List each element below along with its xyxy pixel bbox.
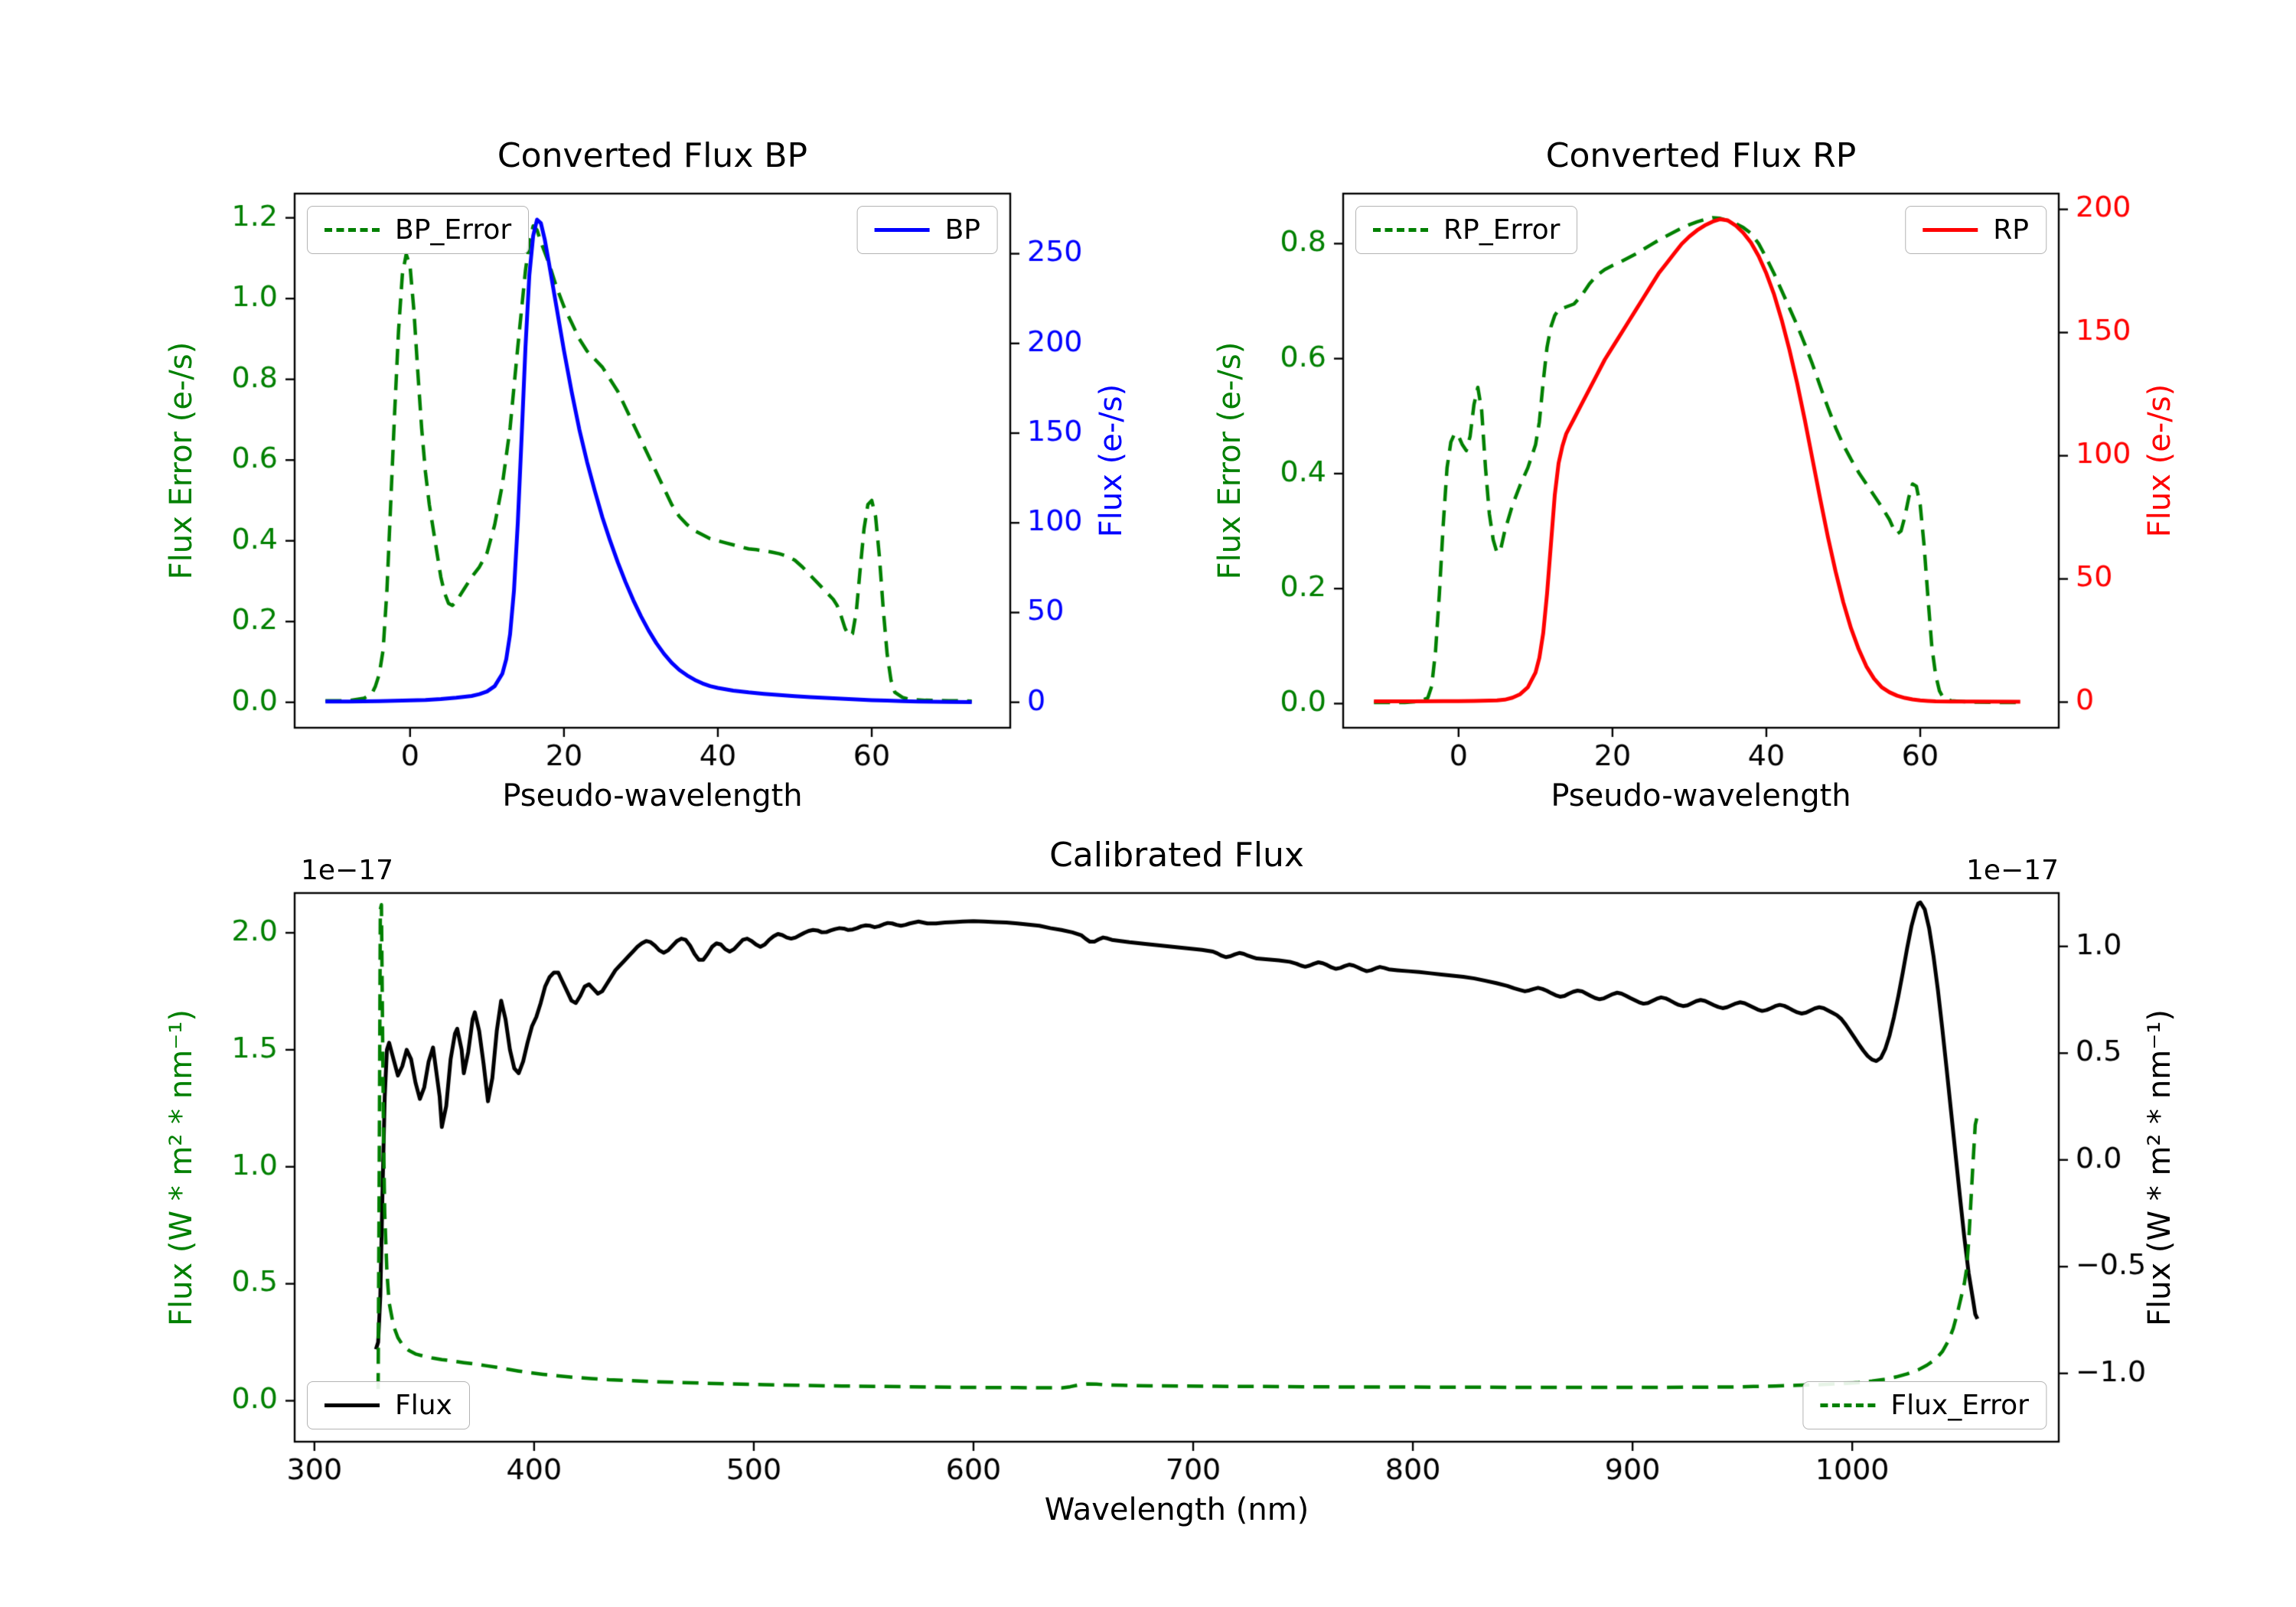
calibrated-ylabel-right: Flux (W * m² * nm⁻¹) <box>2142 1009 2177 1326</box>
bp-ylabel-right: Flux (e-/s) <box>1094 383 1129 538</box>
flux-legend: Flux <box>307 1381 470 1429</box>
calibrated-ylabel-left: Flux (W * m² * nm⁻¹) <box>164 1009 199 1326</box>
rp-xlabel: Pseudo-wavelength <box>1551 778 1851 813</box>
calibrated-xlabel: Wavelength (nm) <box>1044 1492 1309 1527</box>
rp-chart-title: Converted Flux RP <box>1545 136 1857 175</box>
offset-text-right: 1e−17 <box>1965 855 2059 886</box>
rp-legend: RP <box>1905 206 2047 254</box>
flux-legend-label: Flux <box>395 1390 452 1421</box>
flux-error-legend-line <box>1820 1403 1876 1407</box>
bp-chart-title: Converted Flux BP <box>497 136 808 175</box>
bp-error-legend-line <box>325 228 380 232</box>
flux-legend-line <box>325 1403 380 1407</box>
rp-error-legend-line <box>1373 228 1428 232</box>
rp-ylabel-right: Flux (e-/s) <box>2142 383 2177 538</box>
flux-error-legend: Flux_Error <box>1802 1381 2047 1429</box>
calibrated-chart-title: Calibrated Flux <box>1049 836 1304 875</box>
rp-error-legend: RP_Error <box>1355 206 1578 254</box>
bp-ylabel-left: Flux Error (e-/s) <box>164 341 199 580</box>
bp-legend-label: BP <box>944 214 980 246</box>
offset-text-left: 1e−17 <box>301 855 394 886</box>
bp-legend-line <box>874 228 930 232</box>
bp-legend: BP <box>856 206 998 254</box>
bp-error-legend: BP_Error <box>307 206 530 254</box>
bp-error-legend-label: BP_Error <box>395 214 512 246</box>
rp-legend-label: RP <box>1993 214 2029 246</box>
rp-error-legend-label: RP_Error <box>1443 214 1561 246</box>
rp-ylabel-left: Flux Error (e-/s) <box>1212 341 1247 580</box>
rp-legend-line <box>1923 228 1978 232</box>
bp-xlabel: Pseudo-wavelength <box>502 778 803 813</box>
flux-error-legend-label: Flux_Error <box>1890 1390 2029 1421</box>
